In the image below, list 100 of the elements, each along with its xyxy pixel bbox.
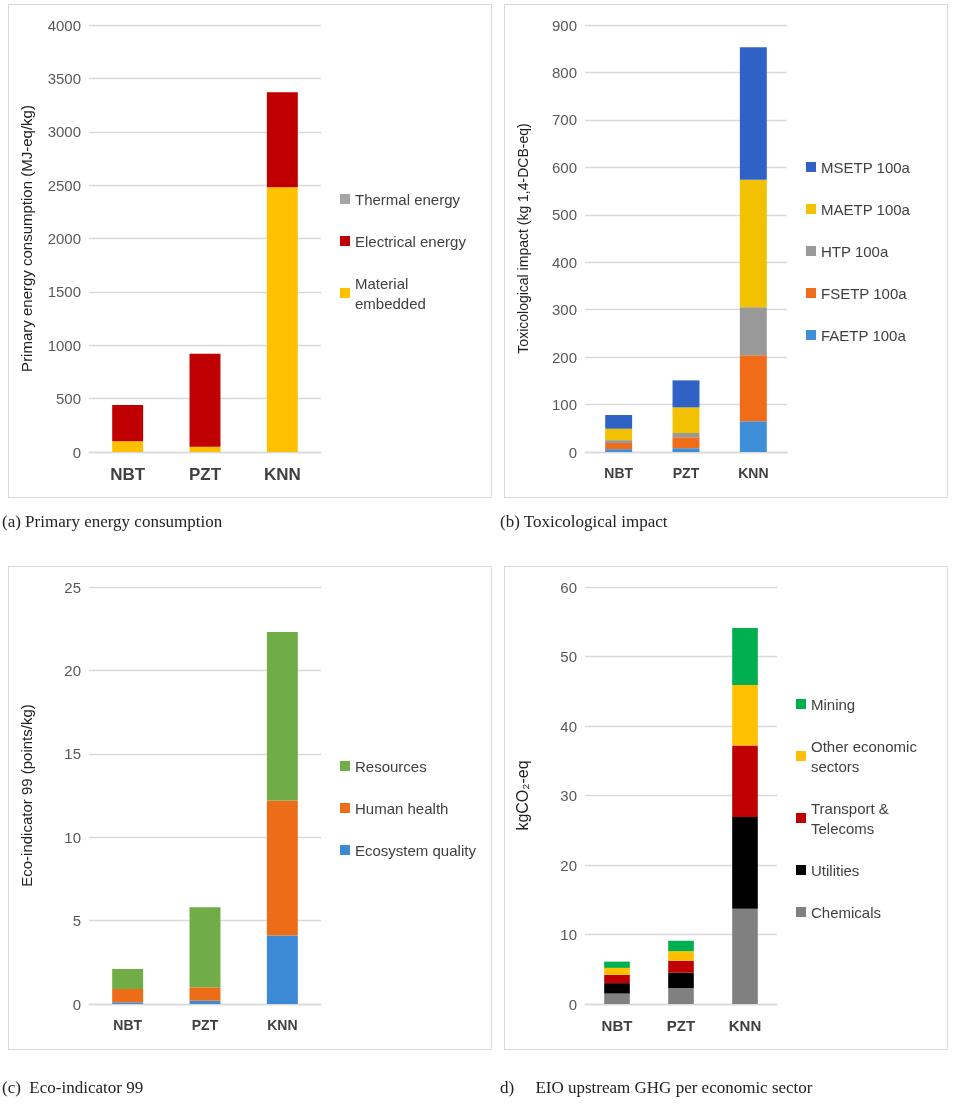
- x-tick-label: NBT: [110, 465, 146, 484]
- text: (a) Primary energy consumption: [2, 512, 223, 532]
- text: (c) Eco-indicator 99: [2, 1078, 144, 1098]
- y-tick-label: 25: [64, 578, 81, 596]
- bar: [266, 92, 298, 188]
- bar: [732, 908, 758, 1004]
- bar: [604, 967, 630, 975]
- y-tick-label: 100: [551, 396, 577, 414]
- y-tick-label: 4000: [47, 16, 81, 34]
- bar: [605, 442, 633, 450]
- y-tick-label: 0: [72, 443, 81, 461]
- bar: [672, 433, 700, 438]
- y-tick-label: 1500: [47, 283, 81, 301]
- bar: [112, 441, 144, 452]
- x-tick-label: PZT: [191, 1017, 219, 1033]
- bar: [739, 307, 767, 356]
- bar: [732, 685, 758, 746]
- x-tick-label: KNN: [263, 465, 301, 484]
- y-tick-label: 30: [560, 787, 577, 804]
- y-tick-label: 50: [560, 648, 577, 665]
- bar: [739, 421, 767, 452]
- legend-label: Ecosystem quality: [355, 841, 477, 859]
- x-tick-label: NBT: [601, 1017, 633, 1034]
- bar: [739, 355, 767, 422]
- y-axis-title: Toxicological impact (kg 1,4-DCB-eq): [515, 123, 531, 354]
- y-tick-label: 700: [551, 111, 577, 129]
- bar: [605, 440, 633, 443]
- y-tick-label: 20: [64, 661, 81, 679]
- y-axis-title: Primary energy consumption (MJ-eq/kg): [18, 105, 35, 372]
- x-tick-label: KNN: [738, 465, 769, 481]
- x-tick-label: NBT: [113, 1017, 143, 1033]
- bar: [668, 940, 694, 952]
- bar: [189, 987, 221, 1001]
- legend-label: Resources: [355, 757, 427, 775]
- legend-label: Electrical energy: [355, 232, 467, 250]
- y-tick-label: 900: [551, 16, 577, 34]
- bar: [604, 993, 630, 1004]
- bar: [668, 988, 694, 1004]
- x-tick-label: NBT: [604, 465, 634, 481]
- bar: [739, 179, 767, 308]
- y-tick-label: 10: [64, 828, 81, 846]
- y-tick-label: 0: [568, 995, 577, 1013]
- bar: [605, 428, 633, 441]
- legend-label: MSETP 100a: [821, 158, 911, 176]
- bar: [672, 437, 700, 449]
- y-tick-label: 15: [64, 745, 81, 763]
- bar: [739, 47, 767, 180]
- x-tick-label: PZT: [666, 1017, 696, 1034]
- bar: [189, 907, 221, 988]
- bar: [672, 448, 700, 452]
- y-tick-label: 20: [560, 856, 577, 874]
- y-tick-label: 500: [55, 390, 81, 408]
- bar: [672, 380, 700, 408]
- y-axis-title: kgCO₂-eq: [513, 760, 531, 831]
- y-tick-label: 200: [551, 348, 577, 366]
- bar: [732, 745, 758, 818]
- legend-label: Chemicals: [811, 903, 882, 921]
- y-tick-label: 1000: [47, 336, 81, 354]
- legend-label: Transport & Telecoms: [811, 799, 893, 837]
- y-tick-label: 3500: [47, 69, 81, 87]
- y-tick-label: 800: [551, 63, 577, 81]
- y-tick-label: 500: [551, 206, 577, 224]
- y-tick-label: 10: [560, 926, 577, 943]
- legend-label: Thermal energy: [355, 190, 461, 208]
- x-tick-label: PZT: [672, 465, 700, 481]
- bar: [189, 353, 221, 447]
- bar: [266, 935, 298, 1004]
- bar: [605, 414, 633, 429]
- legend-label: Other economic sectors: [811, 737, 922, 775]
- y-tick-label: 0: [72, 995, 81, 1013]
- bar: [266, 187, 298, 452]
- bar: [668, 951, 694, 961]
- bar: [672, 407, 700, 434]
- bar: [266, 800, 298, 936]
- bar: [605, 449, 633, 452]
- bar: [266, 632, 298, 801]
- legend-label: Mining: [811, 695, 856, 713]
- y-tick-label: 60: [560, 578, 577, 596]
- bar: [668, 972, 694, 989]
- bar: [668, 960, 694, 973]
- legend-label: MAETP 100a: [821, 200, 911, 218]
- bar: [732, 817, 758, 909]
- y-tick-label: 3000: [47, 123, 81, 141]
- legend-label: FAETP 100a: [821, 326, 907, 344]
- bar: [112, 405, 144, 442]
- bar: [189, 446, 221, 452]
- bar: [604, 983, 630, 994]
- y-tick-label: 2000: [47, 230, 81, 247]
- y-tick-label: 600: [551, 158, 577, 176]
- legend-label: Utilities: [811, 861, 860, 879]
- legend-label: Material embedded: [355, 274, 426, 312]
- y-tick-label: 0: [568, 443, 577, 461]
- x-tick-label: PZT: [188, 465, 222, 484]
- y-tick-label: 2500: [47, 176, 81, 194]
- legend-label: HTP 100a: [821, 242, 889, 260]
- text: d) EIO upstream GHG per economic sector: [500, 1078, 813, 1098]
- y-tick-label: 5: [72, 912, 81, 930]
- x-tick-label: KNN: [728, 1017, 762, 1034]
- y-tick-label: 40: [560, 717, 577, 735]
- bar: [604, 974, 630, 984]
